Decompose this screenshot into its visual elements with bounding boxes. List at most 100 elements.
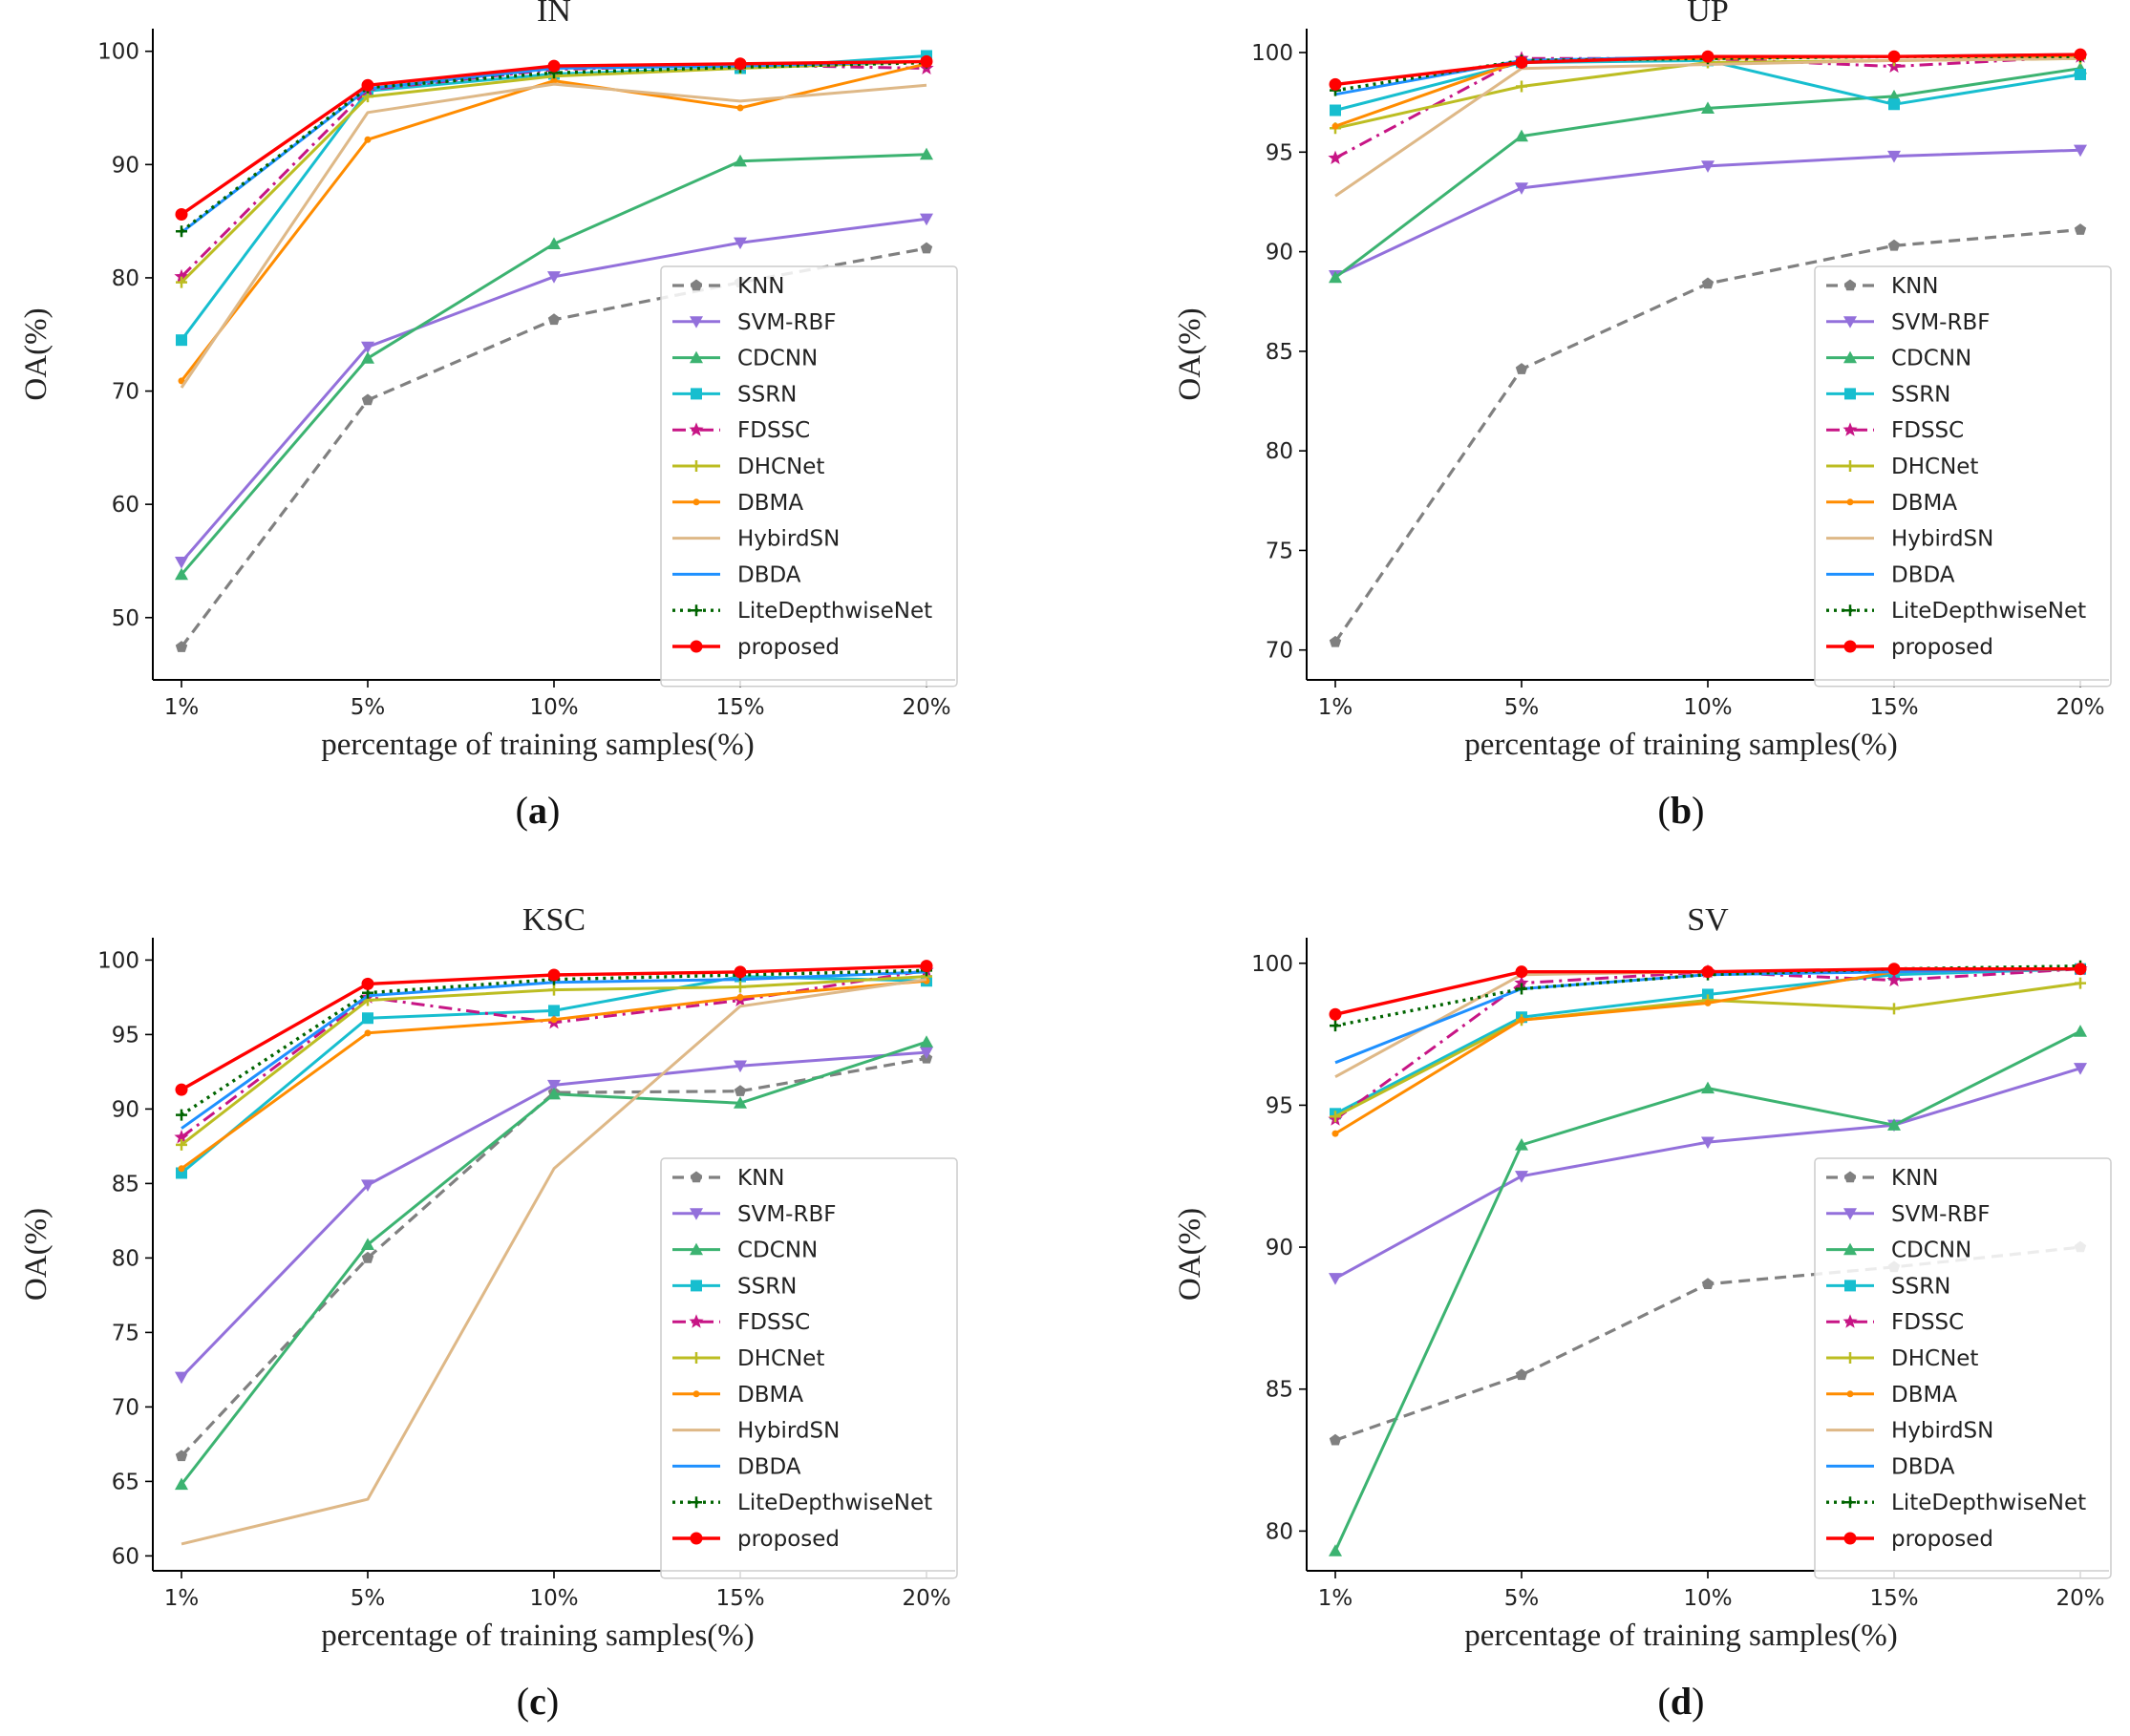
data-point [175, 641, 188, 652]
data-point [547, 271, 561, 284]
x-tick-label: 5% [1504, 695, 1540, 720]
data-point [1887, 239, 1901, 251]
legend-marker [1842, 1314, 1858, 1328]
legend-entry: DBMA [672, 1383, 803, 1408]
x-tick-label: 1% [1318, 1586, 1353, 1611]
legend-entry: KNN [1826, 1166, 1939, 1191]
data-point [174, 268, 189, 284]
series-hybirdsn [1334, 56, 2081, 198]
series-line [1334, 56, 2081, 198]
legend-entry: CDCNN [672, 1238, 818, 1263]
data-point [550, 77, 558, 85]
data-point [175, 1477, 188, 1491]
legend-entry: proposed [1826, 1527, 1993, 1552]
data-point [1704, 999, 1712, 1006]
series-line [181, 978, 927, 1546]
legend: KNN SVM-RBF CDCNN SSRN FDSSC DHCNet DBMA Hybird… [1814, 265, 2112, 688]
panel-caption: (d) [1658, 1680, 1705, 1723]
legend-marker [1844, 388, 1856, 400]
y-tick-label: 75 [112, 1321, 139, 1345]
data-point [175, 557, 188, 569]
legend-marker [689, 422, 704, 436]
data-point [734, 1060, 747, 1073]
data-point [2074, 144, 2087, 158]
legend-entry: SVM-RBF [1826, 1202, 1990, 1227]
data-point [734, 154, 747, 167]
legend-label: HybirdSN [1891, 527, 1993, 552]
y-tick-label: 50 [112, 606, 139, 631]
y-tick-label: 70 [112, 380, 139, 405]
y-tick-label: 80 [112, 266, 139, 291]
y-tick-label: 70 [1266, 639, 1293, 664]
x-tick-label: 5% [351, 695, 386, 720]
data-point [1887, 1118, 1901, 1131]
chart-title: KSC [522, 902, 586, 938]
x-tick-label: 20% [2055, 1586, 2104, 1611]
legend-entry: LiteDepthwiseNet [672, 599, 932, 624]
legend-label: DBMA [1891, 1383, 1957, 1408]
x-tick-label: 15% [715, 1586, 764, 1611]
data-point [734, 965, 747, 979]
legend-entry: SVM-RBF [672, 310, 836, 335]
legend-marker [692, 1390, 700, 1398]
legend-marker [1844, 604, 1856, 617]
legend-label: KNN [737, 274, 785, 299]
x-axis-label: percentage of training samples(%) [1464, 728, 1898, 762]
legend-marker [690, 316, 703, 328]
data-point [1516, 80, 1527, 93]
legend-entry: HybirdSN [672, 1419, 840, 1444]
y-tick-label: 75 [1266, 539, 1293, 563]
data-point [361, 977, 374, 990]
legend-entry: HybirdSN [672, 527, 840, 552]
data-point [1515, 1138, 1528, 1151]
data-point [361, 1238, 374, 1250]
panel-caption: (b) [1658, 789, 1705, 832]
x-axis-label: percentage of training samples(%) [321, 1619, 755, 1653]
data-point [1329, 1544, 1342, 1556]
legend-box [1814, 265, 2112, 688]
data-point [175, 567, 188, 581]
legend-entry: CDCNN [1826, 347, 1971, 371]
legend-label: SSRN [737, 1274, 797, 1299]
legend-marker [1844, 1352, 1856, 1364]
legend-label: DBMA [737, 1383, 803, 1408]
data-point [1515, 363, 1528, 374]
legend-marker [690, 279, 703, 291]
legend-marker [1846, 1390, 1854, 1398]
data-point [1515, 965, 1528, 979]
legend-marker [1843, 1208, 1857, 1220]
x-tick-label: 20% [902, 695, 950, 720]
data-point [1515, 129, 1528, 142]
chart-panel-d: SV 80 85 90 95 100 1% 5% 10% 15% 20% percentage of … [1173, 902, 2112, 1723]
data-point [1330, 104, 1341, 116]
data-point [1888, 1003, 1900, 1015]
series-line [1334, 67, 2081, 279]
legend-label: DHCNet [1891, 1346, 1978, 1371]
y-tick-label: 85 [1266, 340, 1293, 365]
y-axis-label: OA(%) [19, 307, 53, 400]
legend-label: HybirdSN [737, 1419, 840, 1444]
data-point [1331, 1130, 1339, 1137]
legend-label: FDSSC [737, 418, 810, 443]
x-tick-label: 10% [529, 695, 578, 720]
data-point [734, 1096, 747, 1109]
data-point [364, 136, 372, 143]
data-point [175, 1083, 188, 1096]
legend-marker [691, 1280, 702, 1292]
legend-marker [1843, 279, 1857, 291]
y-tick-label: 90 [1266, 241, 1293, 265]
series-proposed [1329, 963, 2087, 1021]
series-ssrn [1330, 963, 2086, 1120]
legend-entry: HybirdSN [1826, 527, 1993, 552]
legend-box [660, 265, 958, 688]
y-tick-label: 90 [112, 1097, 139, 1122]
data-point [176, 225, 187, 238]
y-axis-label: OA(%) [1173, 307, 1207, 400]
legend-entry: FDSSC [672, 418, 810, 443]
legend-entry: HybirdSN [1826, 1419, 1993, 1444]
legend-entry: KNN [1826, 274, 1939, 299]
data-point [361, 1179, 374, 1192]
data-point [361, 341, 374, 354]
data-point [1331, 122, 1339, 130]
legend-marker [691, 1352, 702, 1364]
